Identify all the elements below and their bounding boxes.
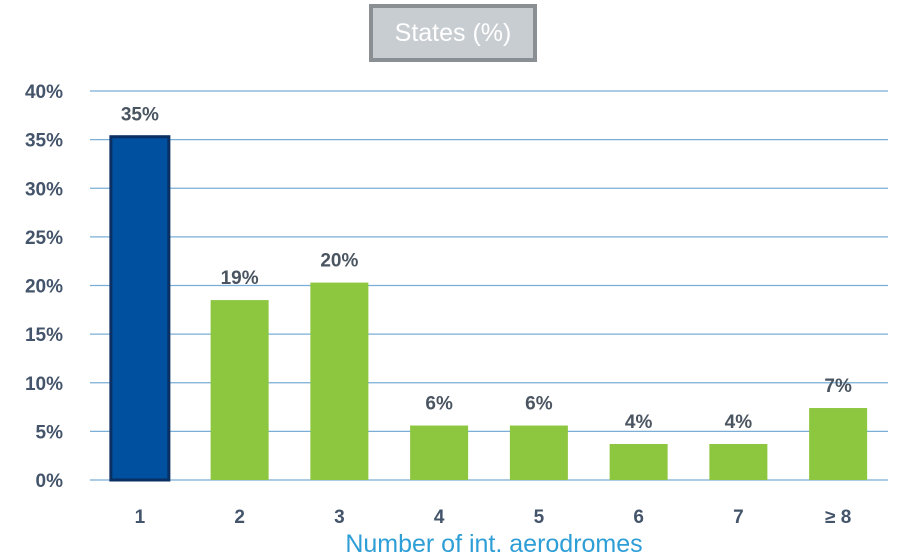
y-tick-label: 5% <box>36 422 64 443</box>
bar-8 <box>809 408 868 480</box>
bar-4 <box>410 425 469 480</box>
bar-7 <box>709 444 768 480</box>
data-label: 6% <box>525 394 553 415</box>
x-axis-label: Number of int. aerodromes <box>345 530 642 558</box>
data-label: 19% <box>221 268 259 289</box>
y-axis-ticks: 0% 5% 10% 15% 20% 25% 30% 35% 40% <box>25 82 63 492</box>
bar-3 <box>310 282 369 480</box>
y-tick-label: 30% <box>25 179 63 200</box>
y-tick-label: 15% <box>25 325 63 346</box>
data-label: 6% <box>425 394 453 415</box>
y-tick-label: 40% <box>25 82 63 103</box>
bar-1 <box>109 135 171 482</box>
x-tick-label: 6 <box>633 507 644 528</box>
y-tick-label: 0% <box>36 471 64 492</box>
y-tick-label: 10% <box>25 374 63 395</box>
data-label: 20% <box>320 251 358 272</box>
data-label: 35% <box>121 105 159 126</box>
x-axis-ticks: 1 2 3 4 5 6 7 ≥ 8 <box>135 507 852 528</box>
data-label: 4% <box>725 412 753 433</box>
y-tick-label: 20% <box>25 277 63 298</box>
x-tick-label: ≥ 8 <box>825 507 851 528</box>
x-tick-label: 2 <box>234 507 245 528</box>
bars <box>109 135 868 482</box>
x-tick-label: 7 <box>733 507 744 528</box>
bar-6 <box>609 444 668 480</box>
y-tick-label: 35% <box>25 131 63 152</box>
gridlines <box>90 90 888 481</box>
legend-box: States (%) <box>369 4 537 62</box>
legend-label: States (%) <box>394 18 512 47</box>
x-tick-label: 5 <box>534 507 545 528</box>
y-tick-label: 25% <box>25 228 63 249</box>
x-tick-label: 1 <box>135 507 146 528</box>
x-tick-label: 3 <box>334 507 345 528</box>
data-labels: 35% 19% 20% 6% 6% 4% 4% 7% <box>121 105 852 433</box>
data-label: 7% <box>824 376 852 397</box>
x-tick-label: 4 <box>434 507 445 528</box>
bar-5 <box>509 425 568 480</box>
data-label: 4% <box>625 412 653 433</box>
bar-2 <box>210 300 269 480</box>
